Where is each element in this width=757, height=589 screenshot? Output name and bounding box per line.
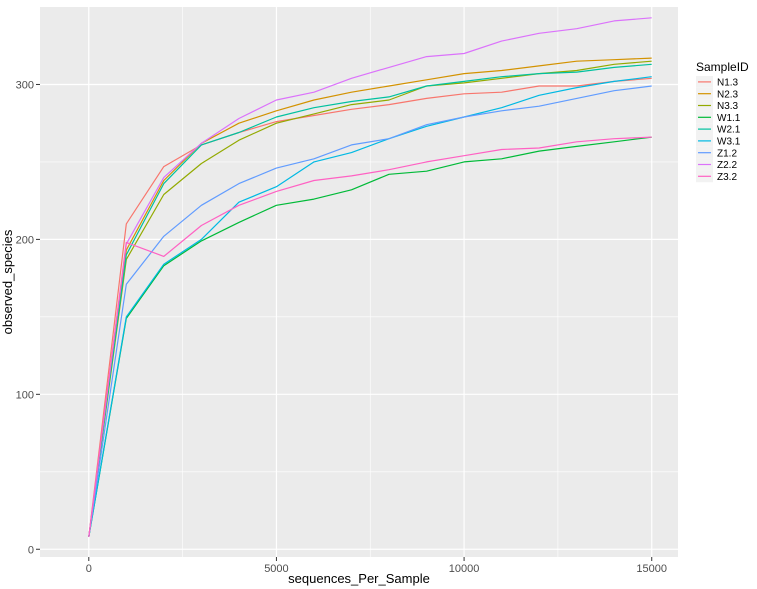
legend-title: SampleID bbox=[696, 60, 749, 74]
series-line-n2-3 bbox=[88, 57, 652, 537]
series-line-w2-1 bbox=[88, 63, 652, 537]
y-tick-label: 200 bbox=[16, 234, 34, 246]
x-axis: 0 5000 10000 15000 bbox=[86, 557, 667, 575]
legend-label: Z2.2 bbox=[717, 160, 737, 171]
series-line-n3-3 bbox=[88, 60, 652, 537]
y-tick-label: 300 bbox=[16, 79, 34, 91]
legend-label: W1.1 bbox=[717, 113, 741, 124]
legend-label: N3.3 bbox=[717, 101, 739, 112]
series-line-z2-2 bbox=[88, 17, 652, 537]
series-line-n1-3 bbox=[88, 77, 652, 537]
x-tick-label: 10000 bbox=[449, 563, 480, 575]
series-lines bbox=[88, 17, 652, 538]
y-tick-label: 100 bbox=[16, 389, 34, 401]
x-tick-label: 5000 bbox=[264, 563, 288, 575]
legend: SampleID N1.3N2.3N3.3W1.1W2.1W3.1Z1.2Z2.… bbox=[696, 60, 749, 183]
y-axis: 0 100 200 300 bbox=[16, 79, 40, 556]
x-tick-label: 0 bbox=[86, 563, 92, 575]
legend-label: N1.3 bbox=[717, 78, 739, 89]
legend-label: N2.3 bbox=[717, 89, 739, 100]
plot-panel bbox=[40, 7, 678, 557]
series-line-w3-1 bbox=[88, 76, 652, 538]
x-tick-label: 15000 bbox=[636, 563, 667, 575]
series-line-w1-1 bbox=[88, 136, 652, 538]
y-axis-title: observed_species bbox=[0, 229, 15, 334]
legend-label: W3.1 bbox=[717, 137, 741, 148]
y-tick-label: 0 bbox=[28, 544, 34, 556]
legend-label: Z1.2 bbox=[717, 148, 737, 159]
legend-label: W2.1 bbox=[717, 125, 741, 136]
major-gridlines bbox=[40, 7, 678, 557]
series-line-z3-2 bbox=[88, 136, 652, 537]
series-line-z1-2 bbox=[88, 85, 652, 537]
legend-label: Z3.2 bbox=[717, 172, 737, 183]
x-axis-title: sequences_Per_Sample bbox=[288, 571, 430, 586]
